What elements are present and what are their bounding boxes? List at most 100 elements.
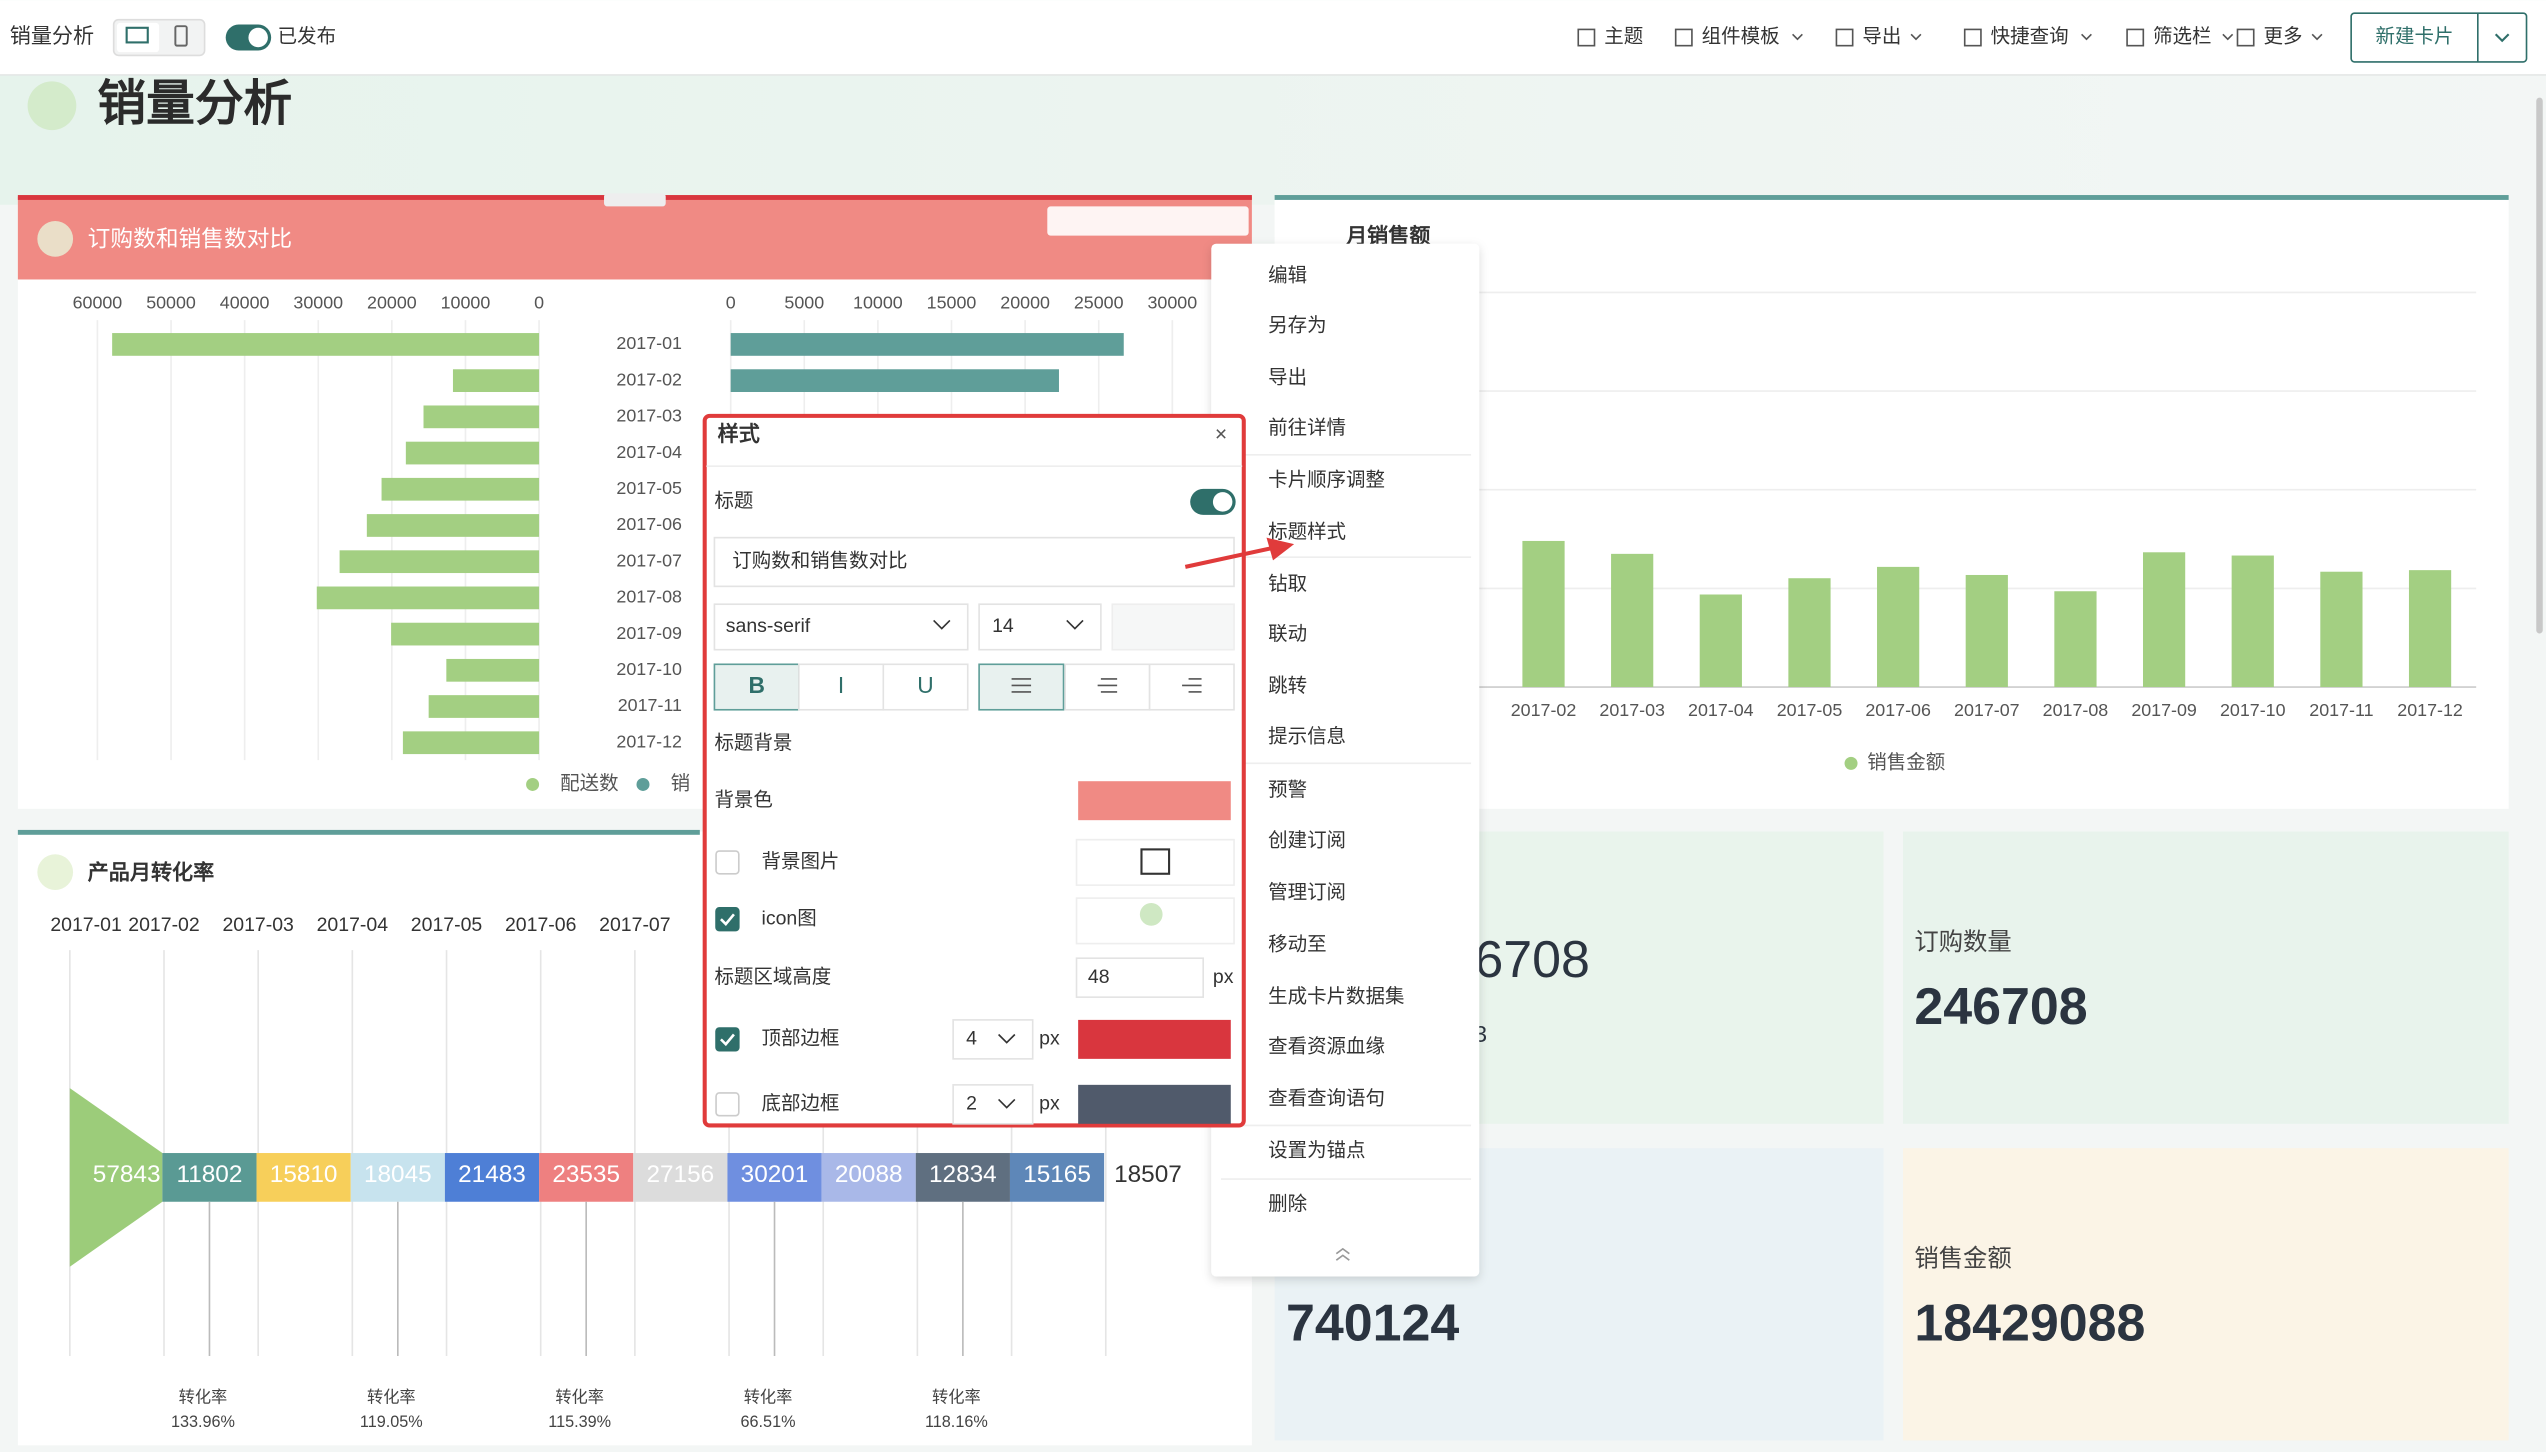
toolbar-item[interactable]: 筛选栏 (2153, 26, 2211, 48)
format-btn[interactable] (1148, 663, 1235, 711)
category-label: 2017-01 (50, 914, 121, 936)
category-label: 2017-07 (616, 550, 682, 570)
format-btn[interactable] (798, 663, 885, 711)
category-label: 2017-04 (616, 442, 682, 462)
category-label: 2017-07 (599, 914, 670, 936)
format-btn[interactable] (978, 663, 1065, 711)
title-input[interactable] (713, 536, 1235, 588)
size-select[interactable] (978, 603, 1102, 651)
menu-item[interactable]: 联动 (1268, 623, 1307, 645)
tick-label: 25000 (1074, 293, 1124, 313)
chevron (2222, 33, 2234, 41)
menu-item[interactable]: 查看资源血缘 (1268, 1036, 1385, 1058)
category-label: 2017-08 (2043, 700, 2109, 720)
chevron (2311, 33, 2323, 41)
toolbar-item[interactable]: 组件模板 (1702, 26, 1780, 48)
format-btn[interactable] (882, 663, 969, 711)
card-actions[interactable] (1047, 206, 1249, 236)
field-label: 底部边框 (762, 1092, 840, 1114)
bar (402, 731, 540, 755)
color-box[interactable] (1111, 603, 1235, 651)
checkbox[interactable] (715, 1027, 740, 1052)
menu-item[interactable]: 生成卡片数据集 (1268, 985, 1404, 1007)
rate-label: 115.39% (548, 1413, 611, 1431)
close[interactable]: × (1215, 423, 1227, 446)
tick-label: 20000 (367, 293, 417, 313)
toolbar (0, 0, 2546, 75)
page-title: 销量分析 (97, 77, 292, 131)
height-input[interactable] (1075, 957, 1204, 998)
width-select[interactable] (952, 1019, 1034, 1060)
checkbox[interactable] (715, 850, 740, 875)
rate-title: 转化率 (179, 1389, 228, 1407)
menu-item[interactable]: 钻取 (1268, 573, 1307, 595)
select-text: 14 (992, 615, 1014, 637)
bar (446, 658, 540, 682)
swatch[interactable] (1078, 1019, 1231, 1059)
legend-label: 配送数 (560, 773, 618, 795)
image-box[interactable] (1075, 838, 1235, 886)
rate-label: 118.16% (925, 1413, 988, 1431)
card-2-top-border (1274, 195, 2509, 200)
menu-item[interactable]: 标题样式 (1268, 521, 1346, 543)
input-text: 48 (1088, 966, 1110, 988)
toolbar-item[interactable]: 导出 (1862, 26, 1901, 48)
menu-item[interactable]: 设置为锚点 (1268, 1140, 1365, 1162)
menu-item[interactable]: 移动至 (1268, 933, 1326, 955)
tick-label: 30000 (1147, 293, 1197, 313)
menu-item[interactable]: 提示信息 (1268, 726, 1346, 748)
scrollbar[interactable] (2536, 97, 2543, 634)
card-title: 产品月转化率 (88, 859, 215, 884)
card-icon (37, 854, 74, 890)
checkbox[interactable] (715, 1092, 740, 1117)
swatch[interactable] (1078, 781, 1231, 821)
card-1-header (17, 196, 1252, 280)
rate-title: 转化率 (555, 1389, 604, 1407)
funnel-segment (1009, 1153, 1105, 1202)
format-btn[interactable] (1064, 663, 1151, 711)
checkbox[interactable] (715, 907, 740, 932)
menu-item[interactable]: 导出 (1268, 367, 1307, 389)
new-card-label[interactable]: 新建卡片 (2376, 26, 2454, 48)
bar (2231, 555, 2274, 688)
funnel-value: 23535 (552, 1161, 620, 1188)
font-select[interactable] (713, 603, 969, 651)
toolbar-item[interactable]: 快捷查询 (1991, 26, 2069, 48)
menu-item[interactable]: 卡片顺序调整 (1268, 469, 1385, 491)
menu-item[interactable]: 删除 (1268, 1193, 1307, 1215)
menu-item[interactable]: 管理订阅 (1268, 881, 1346, 903)
rate-label: 133.96% (171, 1413, 235, 1431)
image-icon (1140, 848, 1171, 875)
bar (112, 333, 540, 356)
menu-item[interactable]: 创建订阅 (1268, 829, 1346, 851)
collapse[interactable] (1335, 1247, 1350, 1261)
funnel-value: 18045 (364, 1161, 432, 1188)
chevron (933, 619, 951, 630)
drag-handle[interactable] (604, 193, 666, 207)
toolbar-icon (1963, 28, 1982, 47)
category-label: 2017-05 (1777, 700, 1843, 720)
swatch[interactable] (1078, 1084, 1231, 1124)
bar (452, 369, 540, 392)
menu-item[interactable]: 查看查询语句 (1268, 1088, 1385, 1110)
menu-item[interactable]: 编辑 (1268, 264, 1307, 286)
format-btn[interactable] (713, 663, 800, 711)
status: 已发布 (278, 26, 336, 48)
btn-chevron[interactable] (2494, 33, 2510, 43)
mobile-icon[interactable] (174, 25, 188, 47)
toolbar-item[interactable]: 更多 (2263, 26, 2302, 48)
menu-item[interactable]: 前往详情 (1268, 417, 1346, 439)
menu-item[interactable]: 另存为 (1268, 315, 1326, 337)
bar (339, 550, 540, 574)
funnel-value: 18507 (1114, 1161, 1182, 1188)
card-icon (37, 221, 74, 257)
bar (1877, 566, 1920, 688)
menu-item[interactable]: 预警 (1268, 779, 1307, 801)
kpi-card (1903, 831, 2509, 1124)
toolbar-item[interactable]: 主题 (1604, 26, 1643, 48)
bar (391, 622, 540, 646)
width-select[interactable] (952, 1084, 1034, 1125)
menu-item[interactable]: 跳转 (1268, 675, 1307, 697)
field-label: 标题 (714, 490, 753, 512)
new-card-btn[interactable] (2350, 12, 2528, 63)
